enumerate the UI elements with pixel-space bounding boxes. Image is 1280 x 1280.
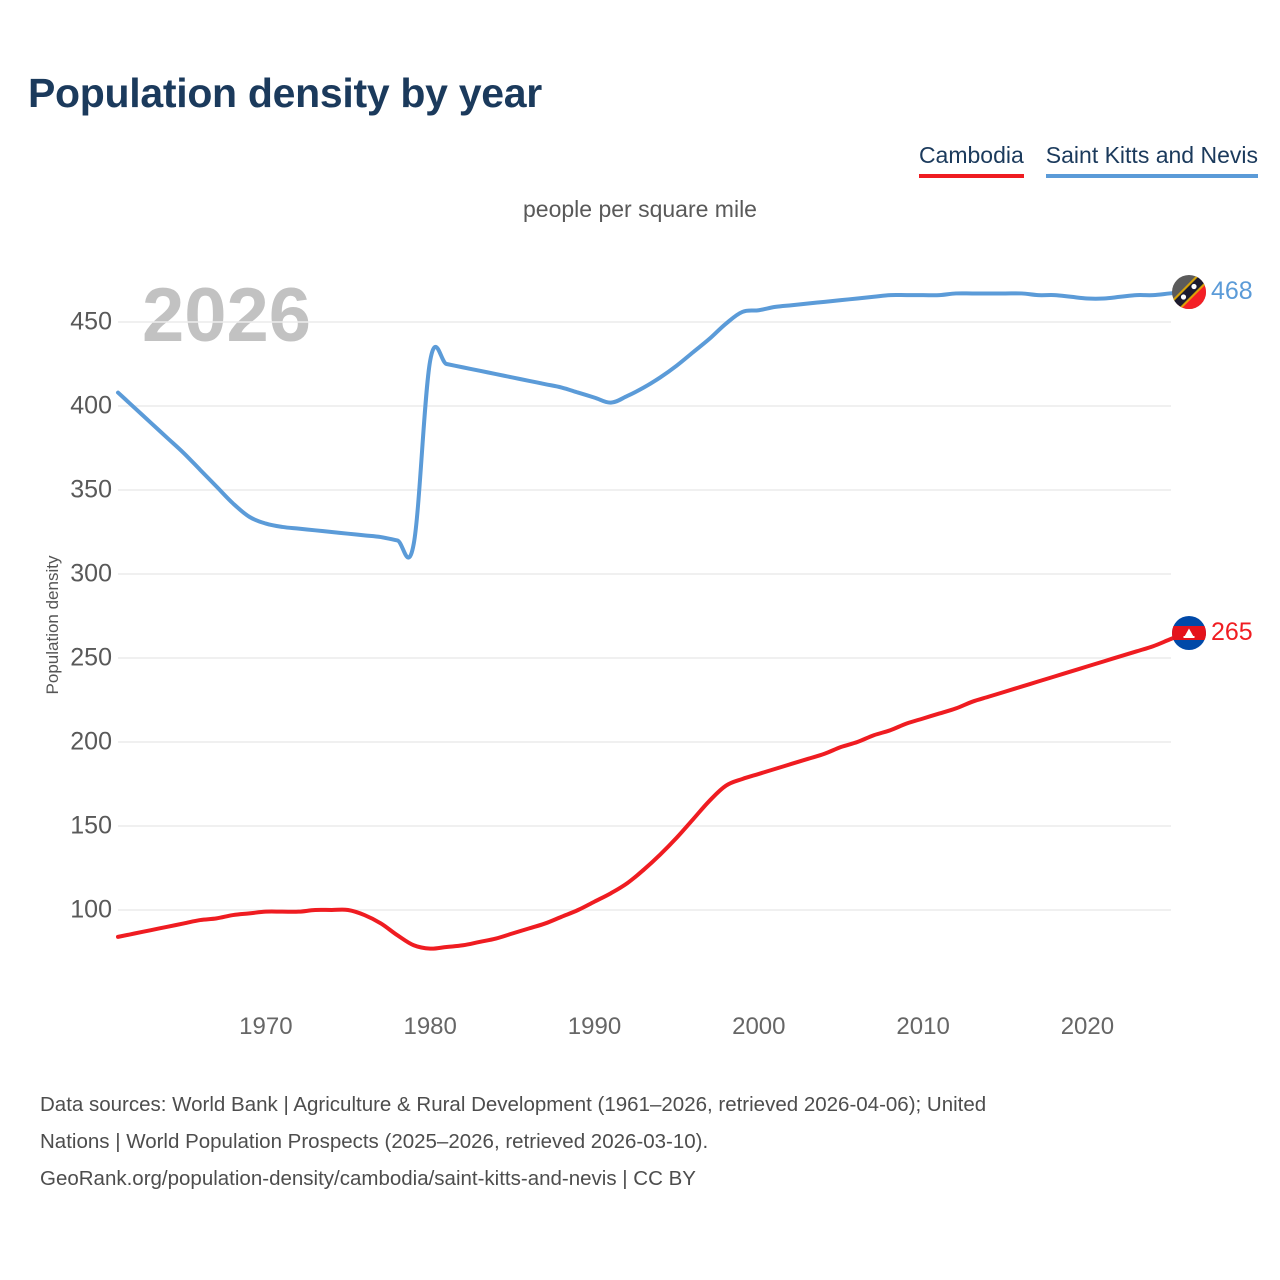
x-tick-label: 1970 bbox=[239, 1013, 293, 1040]
y-tick-label: 400 bbox=[70, 391, 112, 420]
chart-series-lines bbox=[116, 289, 1188, 951]
series-line-cambodia bbox=[116, 630, 1188, 951]
cambodia-end-value: 265 bbox=[1211, 617, 1253, 646]
y-tick-label: 200 bbox=[70, 727, 112, 756]
footer-line-2: Nations | World Population Prospects (20… bbox=[40, 1130, 709, 1153]
footer-sources: Data sources: World Bank | Agriculture &… bbox=[40, 1086, 1255, 1197]
cambodia-flag-icon bbox=[1172, 615, 1206, 650]
y-tick-label: 250 bbox=[70, 643, 112, 672]
year-watermark: 2026 bbox=[142, 273, 312, 358]
x-tick-label: 1980 bbox=[403, 1013, 457, 1040]
y-tick-label: 100 bbox=[70, 895, 112, 924]
y-tick-label: 450 bbox=[70, 307, 112, 336]
saint-kitts-and-nevis-end-value: 468 bbox=[1211, 276, 1253, 305]
x-tick-label: 1990 bbox=[567, 1013, 622, 1040]
x-tick-label: 2010 bbox=[896, 1013, 950, 1040]
chart-gridlines bbox=[118, 321, 1171, 911]
y-tick-label: 150 bbox=[70, 811, 112, 840]
page-title: Population density by year bbox=[28, 70, 542, 116]
y-tick-label: 300 bbox=[70, 559, 112, 588]
footer-line-1: Data sources: World Bank | Agriculture &… bbox=[40, 1093, 987, 1116]
chart-subtitle: people per square mile bbox=[523, 196, 757, 222]
x-tick-label: 2000 bbox=[732, 1013, 786, 1040]
legend-item-cambodia[interactable]: Cambodia bbox=[918, 142, 1024, 178]
legend-item-saint-kitts-and-nevis[interactable]: Saint Kitts and Nevis bbox=[1045, 142, 1258, 178]
x-tick-label: 2020 bbox=[1060, 1013, 1115, 1040]
y-tick-label: 350 bbox=[70, 475, 112, 504]
y-axis-ticks: 100 150 200 250 300 350 400 450 bbox=[0, 0, 112, 1280]
footer-line-3: GeoRank.org/population-density/cambodia/… bbox=[40, 1167, 696, 1190]
chart-legend: Cambodia Saint Kitts and Nevis bbox=[918, 142, 1258, 178]
saint-kitts-and-nevis-flag-icon bbox=[1172, 274, 1206, 309]
